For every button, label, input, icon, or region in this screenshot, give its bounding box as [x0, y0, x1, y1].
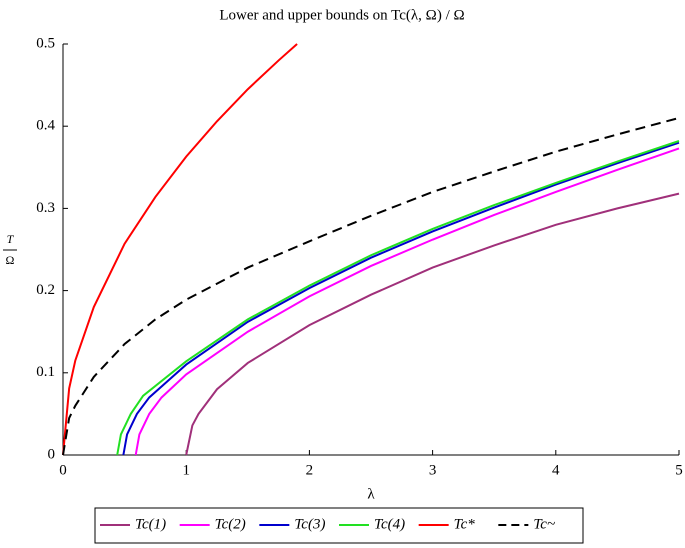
y-tick-label: 0.5 — [36, 35, 55, 51]
x-tick-label: 5 — [675, 462, 683, 478]
x-tick-label: 4 — [552, 462, 560, 478]
y-tick-label: 0.3 — [36, 200, 55, 216]
series-line — [185, 192, 680, 456]
x-axis-label: λ — [367, 486, 375, 502]
x-tick-label: 0 — [59, 462, 67, 478]
y-axis-label: Ω — [6, 253, 15, 267]
y-axis-label: T — [7, 232, 15, 246]
series-line — [134, 147, 680, 456]
series-line — [122, 141, 680, 456]
legend-label: Tc(2) — [215, 516, 246, 532]
y-tick-label: 0.4 — [36, 118, 55, 134]
x-tick-label: 1 — [182, 462, 190, 478]
series-line — [62, 43, 298, 456]
legend-label: Tc(4) — [374, 516, 405, 532]
series-line — [62, 117, 680, 456]
chart-title: Lower and upper bounds on Tc(λ, Ω) / Ω — [219, 7, 464, 23]
legend-label: Tc(1) — [135, 516, 166, 532]
series-line — [116, 140, 680, 456]
x-tick-label: 3 — [429, 462, 437, 478]
legend-label: Tc* — [454, 516, 476, 532]
legend-box — [94, 507, 584, 544]
y-tick-label: 0 — [48, 446, 56, 462]
legend-label: Tc~ — [533, 516, 555, 532]
legend-label: Tc(3) — [294, 516, 325, 532]
x-tick-label: 2 — [306, 462, 314, 478]
y-tick-label: 0.2 — [36, 282, 55, 298]
y-tick-label: 0.1 — [36, 364, 55, 380]
